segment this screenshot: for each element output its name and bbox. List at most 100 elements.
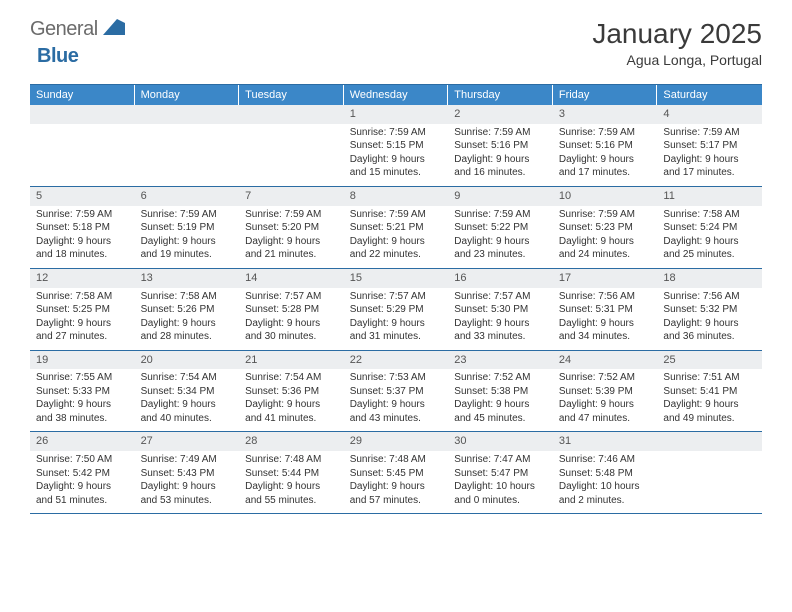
day-body: Sunrise: 7:59 AMSunset: 5:18 PMDaylight:…	[30, 206, 135, 268]
sunrise-line: Sunrise: 7:58 AM	[663, 208, 756, 222]
daylight-line1: Daylight: 9 hours	[663, 235, 756, 249]
day-body: Sunrise: 7:48 AMSunset: 5:45 PMDaylight:…	[344, 451, 449, 513]
day-cell: 16Sunrise: 7:57 AMSunset: 5:30 PMDayligh…	[448, 269, 553, 350]
day-number: 20	[135, 351, 240, 370]
daylight-line2: and 17 minutes.	[559, 166, 652, 180]
calendar: SundayMondayTuesdayWednesdayThursdayFrid…	[30, 84, 762, 514]
day-cell: 2Sunrise: 7:59 AMSunset: 5:16 PMDaylight…	[448, 105, 553, 186]
sunrise-line: Sunrise: 7:56 AM	[663, 290, 756, 304]
day-number	[239, 105, 344, 124]
day-cell: 20Sunrise: 7:54 AMSunset: 5:34 PMDayligh…	[135, 351, 240, 432]
day-body: Sunrise: 7:52 AMSunset: 5:39 PMDaylight:…	[553, 369, 658, 431]
sunset-line: Sunset: 5:38 PM	[454, 385, 547, 399]
logo-blue-text: Blue	[37, 45, 78, 68]
sunset-line: Sunset: 5:44 PM	[245, 467, 338, 481]
day-number: 16	[448, 269, 553, 288]
sunrise-line: Sunrise: 7:59 AM	[454, 126, 547, 140]
day-cell: 10Sunrise: 7:59 AMSunset: 5:23 PMDayligh…	[553, 187, 658, 268]
daylight-line2: and 45 minutes.	[454, 412, 547, 426]
day-body: Sunrise: 7:57 AMSunset: 5:29 PMDaylight:…	[344, 288, 449, 350]
sunset-line: Sunset: 5:30 PM	[454, 303, 547, 317]
sunrise-line: Sunrise: 7:50 AM	[36, 453, 129, 467]
sunset-line: Sunset: 5:47 PM	[454, 467, 547, 481]
day-number	[30, 105, 135, 124]
daylight-line1: Daylight: 9 hours	[141, 317, 234, 331]
daylight-line2: and 31 minutes.	[350, 330, 443, 344]
weekday-header: Monday	[135, 85, 240, 105]
daylight-line1: Daylight: 9 hours	[36, 317, 129, 331]
day-body: Sunrise: 7:56 AMSunset: 5:31 PMDaylight:…	[553, 288, 658, 350]
daylight-line2: and 51 minutes.	[36, 494, 129, 508]
daylight-line2: and 24 minutes.	[559, 248, 652, 262]
sunrise-line: Sunrise: 7:52 AM	[454, 371, 547, 385]
daylight-line1: Daylight: 9 hours	[454, 398, 547, 412]
day-cell: 14Sunrise: 7:57 AMSunset: 5:28 PMDayligh…	[239, 269, 344, 350]
day-body: Sunrise: 7:58 AMSunset: 5:25 PMDaylight:…	[30, 288, 135, 350]
daylight-line1: Daylight: 9 hours	[245, 480, 338, 494]
daylight-line2: and 19 minutes.	[141, 248, 234, 262]
sunset-line: Sunset: 5:29 PM	[350, 303, 443, 317]
daylight-line2: and 34 minutes.	[559, 330, 652, 344]
sunset-line: Sunset: 5:16 PM	[559, 139, 652, 153]
daylight-line1: Daylight: 9 hours	[36, 480, 129, 494]
day-number: 13	[135, 269, 240, 288]
logo: General	[30, 18, 127, 41]
sunrise-line: Sunrise: 7:58 AM	[141, 290, 234, 304]
day-body	[30, 124, 135, 178]
day-cell: 6Sunrise: 7:59 AMSunset: 5:19 PMDaylight…	[135, 187, 240, 268]
sunset-line: Sunset: 5:37 PM	[350, 385, 443, 399]
day-cell: 5Sunrise: 7:59 AMSunset: 5:18 PMDaylight…	[30, 187, 135, 268]
daylight-line2: and 27 minutes.	[36, 330, 129, 344]
sunrise-line: Sunrise: 7:54 AM	[141, 371, 234, 385]
day-cell: 30Sunrise: 7:47 AMSunset: 5:47 PMDayligh…	[448, 432, 553, 513]
day-cell: 8Sunrise: 7:59 AMSunset: 5:21 PMDaylight…	[344, 187, 449, 268]
daylight-line2: and 23 minutes.	[454, 248, 547, 262]
day-body: Sunrise: 7:58 AMSunset: 5:24 PMDaylight:…	[657, 206, 762, 268]
sunrise-line: Sunrise: 7:59 AM	[559, 126, 652, 140]
daylight-line2: and 41 minutes.	[245, 412, 338, 426]
sunrise-line: Sunrise: 7:57 AM	[454, 290, 547, 304]
day-body: Sunrise: 7:54 AMSunset: 5:36 PMDaylight:…	[239, 369, 344, 431]
sunrise-line: Sunrise: 7:59 AM	[559, 208, 652, 222]
day-body: Sunrise: 7:51 AMSunset: 5:41 PMDaylight:…	[657, 369, 762, 431]
daylight-line1: Daylight: 9 hours	[559, 398, 652, 412]
daylight-line2: and 49 minutes.	[663, 412, 756, 426]
daylight-line2: and 17 minutes.	[663, 166, 756, 180]
day-body: Sunrise: 7:56 AMSunset: 5:32 PMDaylight:…	[657, 288, 762, 350]
day-body: Sunrise: 7:57 AMSunset: 5:28 PMDaylight:…	[239, 288, 344, 350]
weekday-header: Wednesday	[344, 85, 449, 105]
day-body: Sunrise: 7:59 AMSunset: 5:17 PMDaylight:…	[657, 124, 762, 186]
sunrise-line: Sunrise: 7:47 AM	[454, 453, 547, 467]
day-cell: 3Sunrise: 7:59 AMSunset: 5:16 PMDaylight…	[553, 105, 658, 186]
day-number: 10	[553, 187, 658, 206]
sunrise-line: Sunrise: 7:59 AM	[36, 208, 129, 222]
day-number: 25	[657, 351, 762, 370]
day-body: Sunrise: 7:59 AMSunset: 5:22 PMDaylight:…	[448, 206, 553, 268]
day-number: 14	[239, 269, 344, 288]
daylight-line1: Daylight: 9 hours	[36, 398, 129, 412]
day-body: Sunrise: 7:55 AMSunset: 5:33 PMDaylight:…	[30, 369, 135, 431]
day-number: 18	[657, 269, 762, 288]
sunset-line: Sunset: 5:16 PM	[454, 139, 547, 153]
day-body: Sunrise: 7:48 AMSunset: 5:44 PMDaylight:…	[239, 451, 344, 513]
sunrise-line: Sunrise: 7:53 AM	[350, 371, 443, 385]
sunset-line: Sunset: 5:43 PM	[141, 467, 234, 481]
daylight-line1: Daylight: 9 hours	[350, 398, 443, 412]
day-number: 7	[239, 187, 344, 206]
daylight-line1: Daylight: 9 hours	[141, 480, 234, 494]
day-cell: 22Sunrise: 7:53 AMSunset: 5:37 PMDayligh…	[344, 351, 449, 432]
day-body: Sunrise: 7:57 AMSunset: 5:30 PMDaylight:…	[448, 288, 553, 350]
month-title: January 2025	[592, 18, 762, 50]
weekday-header: Friday	[553, 85, 658, 105]
logo-icon	[103, 19, 125, 40]
daylight-line2: and 22 minutes.	[350, 248, 443, 262]
daylight-line2: and 28 minutes.	[141, 330, 234, 344]
day-body: Sunrise: 7:46 AMSunset: 5:48 PMDaylight:…	[553, 451, 658, 513]
day-cell: 9Sunrise: 7:59 AMSunset: 5:22 PMDaylight…	[448, 187, 553, 268]
day-number: 3	[553, 105, 658, 124]
weekday-header: Tuesday	[239, 85, 344, 105]
daylight-line1: Daylight: 9 hours	[350, 153, 443, 167]
day-body: Sunrise: 7:59 AMSunset: 5:23 PMDaylight:…	[553, 206, 658, 268]
day-body: Sunrise: 7:58 AMSunset: 5:26 PMDaylight:…	[135, 288, 240, 350]
day-cell: 17Sunrise: 7:56 AMSunset: 5:31 PMDayligh…	[553, 269, 658, 350]
